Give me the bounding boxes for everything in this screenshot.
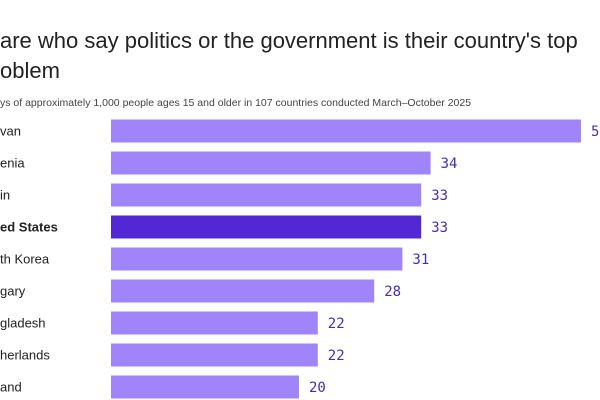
value-label: 22 — [328, 316, 345, 332]
bar — [111, 247, 403, 271]
value-label: 33 — [431, 220, 448, 236]
category-label: herlands — [0, 347, 50, 362]
bar — [111, 311, 318, 335]
chart-title: oblem — [0, 58, 60, 83]
value-label: 33 — [431, 188, 448, 204]
category-label: gary — [0, 283, 26, 298]
value-label: 34 — [441, 156, 458, 172]
chart-title: are who say politics or the government i… — [0, 28, 578, 53]
category-label: in — [0, 187, 10, 202]
category-label: and — [0, 379, 22, 394]
category-label: enia — [0, 155, 25, 170]
value-label: 50 — [591, 124, 600, 140]
bar — [111, 215, 422, 239]
category-label: th Korea — [0, 251, 50, 266]
category-label: van — [0, 123, 21, 138]
value-label: 28 — [384, 284, 401, 300]
bar — [111, 343, 318, 367]
value-label: 22 — [328, 348, 345, 364]
bar — [111, 119, 581, 143]
category-label: ed States — [0, 219, 58, 234]
value-label: 31 — [412, 252, 429, 268]
bar — [111, 183, 422, 207]
bar — [111, 279, 375, 303]
bar — [111, 151, 431, 175]
value-label: 20 — [309, 380, 326, 396]
category-label: gladesh — [0, 315, 46, 330]
chart-subtitle: ys of approximately 1,000 people ages 15… — [0, 97, 471, 109]
bar — [111, 375, 299, 399]
